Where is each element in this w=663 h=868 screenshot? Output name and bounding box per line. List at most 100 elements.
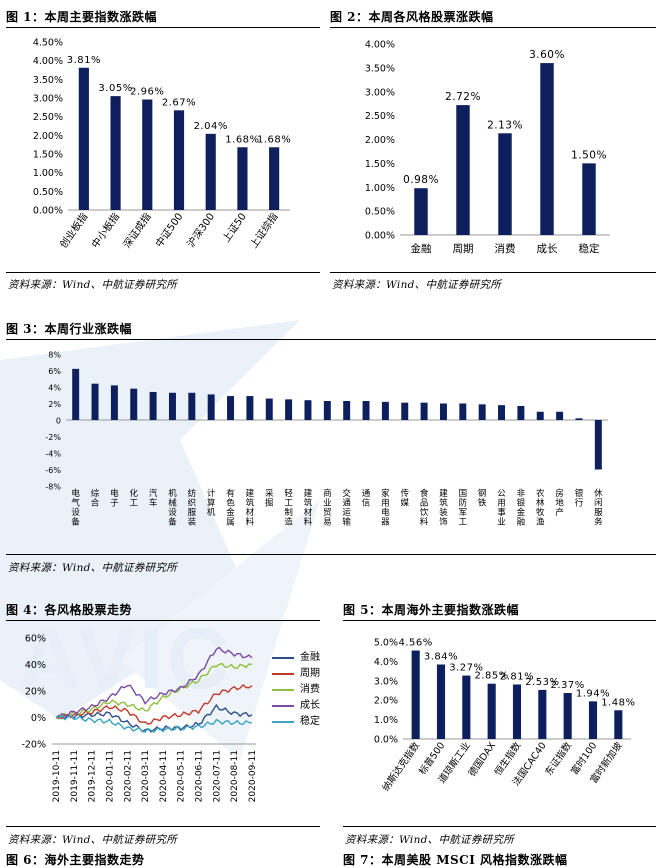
- bar: [439, 403, 447, 420]
- bar: [110, 385, 118, 420]
- x-tick-label: 上证综指: [247, 210, 281, 250]
- bar: [401, 402, 409, 420]
- y-tick-label: 2.50%: [33, 112, 63, 123]
- y-tick-label: 3.00%: [365, 87, 395, 98]
- chart-figure-2: 0.00% 0.50% 1.00% 1.50% 2.00% 2.50% 3.00% 3.50%…: [365, 40, 610, 255]
- bar: [237, 147, 248, 210]
- x-tick-label: 计算机: [207, 488, 216, 518]
- legend-item: 稳定: [272, 714, 320, 730]
- data-label: 0.98%: [403, 174, 439, 186]
- y-tick-label: 0.0%: [374, 735, 398, 746]
- x-tick-label: 传媒: [400, 488, 409, 509]
- chart-figure-4: -20% 0% 20% 40% 60% 2019-10-11 2019-11-11 2019-…: [21, 634, 258, 803]
- x-tick-label: 2020-06-11: [195, 750, 205, 802]
- bar: [246, 396, 254, 420]
- y-tick-label: 1.0%: [374, 715, 398, 726]
- bar: [173, 110, 185, 210]
- y-tick-label: 0: [56, 417, 61, 426]
- data-label: 2.81%: [500, 671, 534, 682]
- figure-4-source: 资料来源：Wind、中航证券研究所: [8, 834, 178, 846]
- x-tick-label: 成长: [537, 243, 558, 255]
- x-tick-label: 房地产: [555, 488, 564, 518]
- bar: [540, 63, 554, 235]
- bar: [227, 396, 235, 420]
- chart-figure-1: 0.00% 0.50% 1.00% 1.50% 2.00% 2.50% 3.00% 3.50%…: [33, 38, 291, 251]
- bar: [205, 133, 216, 210]
- bar: [517, 405, 525, 420]
- data-label: 3.60%: [529, 49, 565, 61]
- y-tick-label: -8%: [45, 483, 61, 492]
- bar: [420, 402, 428, 420]
- x-tick-label: 2020-09-11: [248, 750, 258, 802]
- y-tick-label: 1.50%: [33, 150, 63, 161]
- bar: [381, 401, 389, 420]
- bar: [594, 420, 602, 470]
- watermark-text: AVIC: [18, 611, 234, 707]
- x-tick-label: 建筑材料: [246, 488, 255, 528]
- legend-label: 成长: [300, 700, 320, 711]
- y-tick-label: 0.00%: [365, 231, 395, 242]
- bar: [614, 710, 623, 739]
- legend-item: 金融: [272, 650, 320, 666]
- legend-swatch: [272, 673, 294, 675]
- y-tick-label: 4%: [48, 384, 61, 393]
- bar: [78, 67, 89, 210]
- y-tick-label: -2%: [45, 433, 61, 442]
- legend-swatch: [272, 705, 294, 707]
- x-tick-label: 2020-03-11: [141, 750, 151, 802]
- bar: [265, 398, 273, 420]
- y-tick-label: 0.50%: [33, 187, 63, 198]
- legend-swatch: [272, 657, 294, 659]
- bar: [207, 394, 215, 420]
- legend-swatch: [272, 689, 294, 691]
- figure-2-source: 资料来源：Wind、中航证券研究所: [332, 279, 502, 291]
- data-label: 2.67%: [162, 97, 196, 108]
- data-label: 2.85%: [475, 671, 509, 682]
- figure-3-rule: [6, 339, 656, 340]
- x-tick-label: 非银金融: [517, 488, 526, 528]
- bar: [462, 675, 471, 739]
- legend-label: 周期: [300, 668, 320, 679]
- x-tick-label: 建筑材料: [304, 488, 313, 528]
- bar: [456, 105, 470, 236]
- x-tick-label: 2020-02-11: [123, 750, 133, 802]
- data-label: 2.13%: [487, 119, 523, 131]
- figure-5-title: 图 5：本周海外主要指数涨跌幅: [343, 603, 520, 617]
- legend-item: 成长: [272, 698, 320, 714]
- x-tick-label: 2020-01-11: [105, 750, 115, 802]
- data-label: 3.27%: [449, 663, 483, 674]
- bar: [343, 401, 351, 420]
- y-tick-label: 2.00%: [365, 135, 395, 146]
- data-label: 2.53%: [525, 677, 559, 688]
- x-tick-label: 2019-11-11: [70, 750, 80, 802]
- data-label: 2.37%: [551, 680, 585, 691]
- y-tick-label: 0.00%: [33, 206, 63, 217]
- data-label: 1.94%: [576, 688, 610, 699]
- legend-label: 稳定: [300, 716, 320, 727]
- bar: [72, 368, 80, 420]
- y-tick-label: 4.00%: [365, 40, 395, 51]
- bar: [411, 650, 420, 739]
- y-tick-label: 1.00%: [33, 168, 63, 179]
- x-tick-label: 采掘: [265, 488, 274, 509]
- x-tick-label: 通信: [362, 488, 371, 509]
- figure-5-source: 资料来源：Wind、中航证券研究所: [345, 834, 515, 846]
- bar: [91, 383, 99, 420]
- x-tick-label: 食品饮料: [420, 488, 429, 528]
- legend-label: 消费: [300, 684, 320, 695]
- data-label: 2.04%: [194, 121, 228, 132]
- x-tick-label: 2020-07-11: [212, 750, 222, 802]
- bar: [269, 147, 280, 210]
- x-tick-label: 化工: [129, 488, 138, 509]
- bar: [110, 96, 121, 210]
- x-tick-label: 2019-12-11: [88, 750, 98, 802]
- bar: [487, 683, 496, 739]
- x-tick-label: 休闲服务: [594, 488, 603, 528]
- bar: [582, 163, 596, 235]
- y-tick-label: 1.50%: [365, 159, 395, 170]
- bar: [188, 392, 196, 420]
- bar: [459, 403, 467, 420]
- y-tick-label: 3.0%: [374, 676, 398, 687]
- y-tick-label: 40%: [25, 660, 46, 671]
